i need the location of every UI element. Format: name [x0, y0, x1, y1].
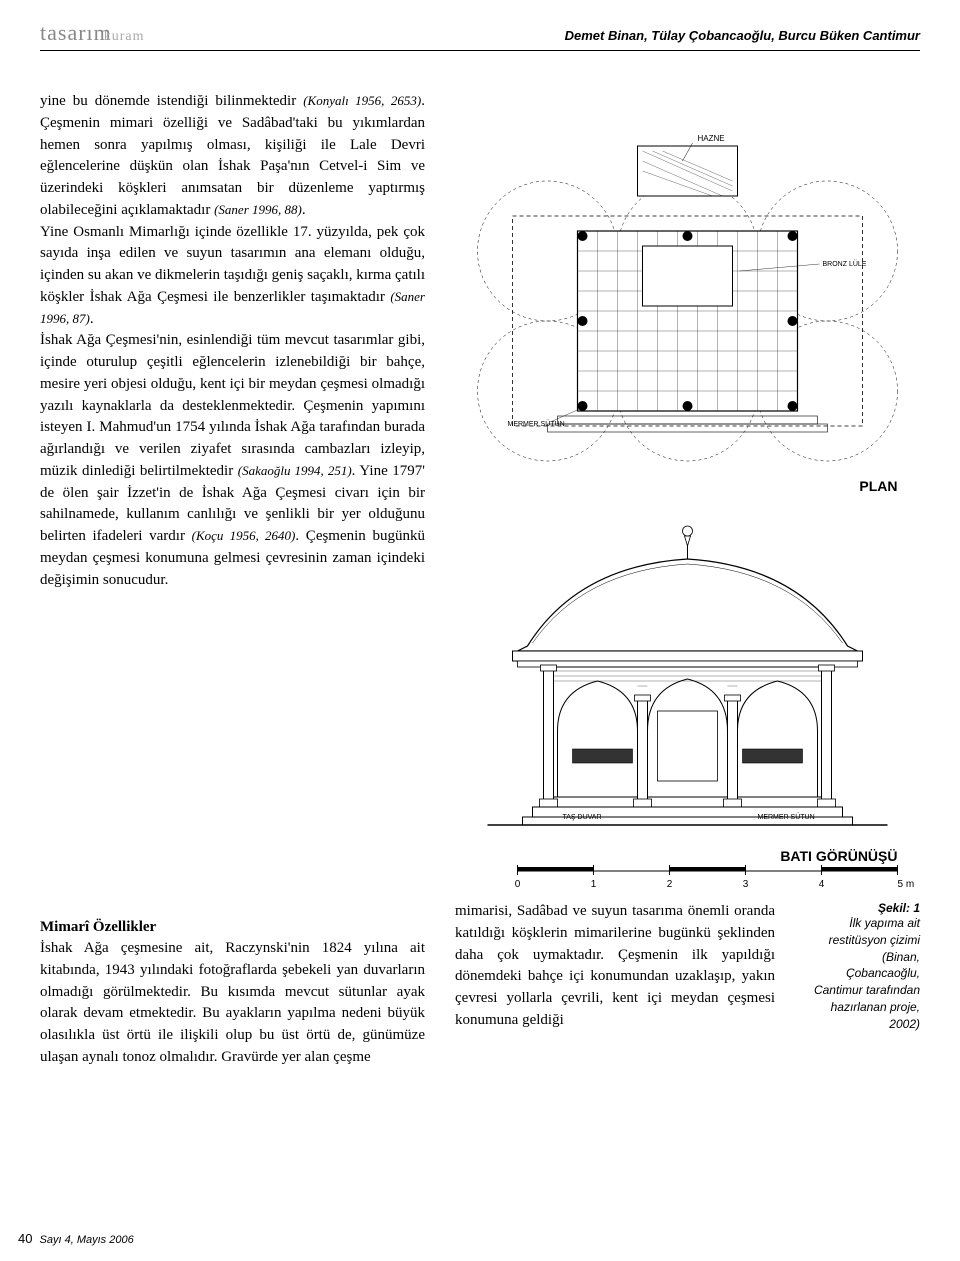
bottom-mid-col: mimarisi, Sadâbad ve suyun tasarıma önem… [455, 901, 775, 1069]
scale-3: 3 [743, 879, 749, 890]
elevation-drawing: TAŞ DUVAR MERMER SÜTUN [488, 526, 888, 825]
label-tas-duvar: TAŞ DUVAR [563, 814, 602, 821]
logo-main: tasarım [40, 20, 112, 45]
p1-cite2: (Saner 1996, 88) [214, 202, 302, 217]
label-mermer2: MERMER SÜTUN [758, 813, 815, 821]
journal-logo: tasarımkuram [40, 20, 145, 46]
figure-caption: Şekil: 1 İlk yapıma ait restitüsyon çizi… [805, 901, 920, 1069]
label-hazne: HAZNE [698, 134, 725, 143]
p3-cite: (Sakaoğlu 1994, 251) [238, 463, 352, 478]
p3-text-a: İshak Ağa Çeşmesi'nin, esinlendiği tüm m… [40, 332, 425, 479]
page-header: tasarımkuram Demet Binan, Tülay Çobancao… [40, 20, 920, 51]
elevation-label: BATI GÖRÜNÜŞÜ [780, 848, 897, 864]
label-bronz: BRONZ LÜLE [823, 260, 867, 268]
p1-text-c: . [302, 202, 306, 218]
scale-5: 5 m [898, 879, 915, 890]
plan-label: PLAN [859, 478, 897, 494]
p2-text-a: Yine Osmanlı Mimarlığı içinde özellikle … [40, 224, 425, 305]
p2-text-b: . [90, 311, 94, 327]
caption-line3: Cantimur tarafından [805, 982, 920, 999]
p1-cite: (Konyalı 1956, 2653) [303, 93, 421, 108]
p1-text-a: yine bu dönemde istendiği bilinmektedir [40, 93, 303, 109]
figure-svg: HAZNE [455, 91, 920, 891]
caption-line1: İlk yapıma ait restitüsyon çizimi [805, 915, 920, 949]
author-names: Demet Binan, Tülay Çobancaoğlu, Burcu Bü… [565, 28, 920, 43]
page-number: 40 [18, 1231, 32, 1246]
main-content: yine bu dönemde istendiği bilinmektedir … [40, 91, 920, 891]
page-footer: 40 Sayı 4, Mayıs 2006 [18, 1231, 134, 1246]
caption-line4: hazırlanan proje, 2002) [805, 999, 920, 1033]
scale-bar: 0 1 2 3 4 5 m [515, 865, 914, 890]
right-column: HAZNE [455, 91, 920, 891]
paragraph-5: mimarisi, Sadâbad ve suyun tasarıma önem… [455, 901, 775, 1032]
paragraph-3: İshak Ağa Çeşmesi'nin, esinlendiği tüm m… [40, 330, 425, 591]
caption-line2: (Binan, Çobancaoğlu, [805, 949, 920, 983]
caption-title: Şekil: 1 [805, 901, 920, 915]
paragraph-4: İshak Ağa çeşmesine ait, Raczynski'nin 1… [40, 938, 425, 1069]
p3-cite2: (Koçu 1956, 2640) [192, 528, 296, 543]
scale-2: 2 [667, 879, 673, 890]
architectural-figure: HAZNE [455, 91, 920, 891]
paragraph-2: Yine Osmanlı Mimarlığı içinde özellikle … [40, 222, 425, 331]
bottom-left-col: Mimarî Özellikler İshak Ağa çeşmesine ai… [40, 901, 425, 1069]
logo-sub: kuram [104, 29, 145, 44]
plan-drawing: HAZNE [478, 134, 898, 461]
bottom-row: Mimarî Özellikler İshak Ağa çeşmesine ai… [40, 901, 920, 1069]
scale-1: 1 [591, 879, 597, 890]
scale-4: 4 [819, 879, 825, 890]
left-column: yine bu dönemde istendiği bilinmektedir … [40, 91, 425, 891]
subheading: Mimarî Özellikler [40, 919, 425, 936]
scale-0: 0 [515, 879, 521, 890]
issue-info: Sayı 4, Mayıs 2006 [40, 1234, 134, 1246]
paragraph-1: yine bu dönemde istendiği bilinmektedir … [40, 91, 425, 222]
p1-text-b: . Çeşmenin mimari özelliği ve Sadâbad'ta… [40, 93, 425, 218]
